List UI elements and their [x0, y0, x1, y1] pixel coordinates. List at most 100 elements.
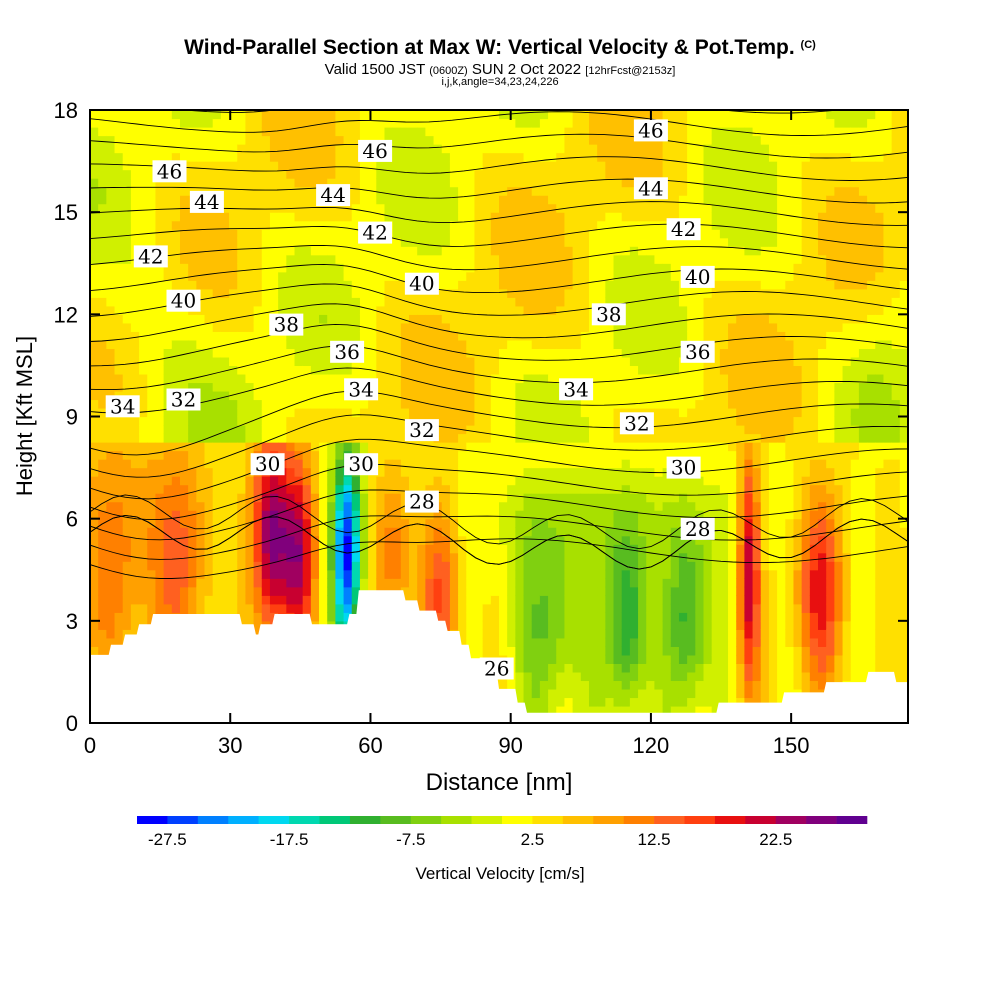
velocity-cell: [597, 399, 606, 409]
velocity-cell: [278, 510, 287, 520]
velocity-cell: [613, 459, 623, 469]
velocity-cell: [515, 569, 525, 579]
velocity-cell: [400, 212, 410, 222]
velocity-cell: [572, 595, 582, 605]
velocity-cell: [548, 297, 557, 307]
velocity-cell: [449, 612, 459, 622]
velocity-cell: [588, 195, 598, 205]
velocity-cell: [278, 535, 287, 545]
velocity-cell: [343, 118, 353, 128]
velocity-cell: [580, 195, 590, 205]
velocity-cell: [523, 705, 533, 716]
velocity-cell: [319, 280, 328, 290]
velocity-cell: [425, 407, 435, 418]
velocity-cell: [474, 271, 484, 281]
velocity-cell: [523, 263, 533, 273]
velocity-cell: [466, 527, 476, 537]
velocity-cell: [417, 314, 426, 324]
velocity-cell: [179, 501, 189, 511]
velocity-cell: [384, 322, 394, 332]
velocity-cell: [605, 169, 615, 179]
velocity-cell: [98, 110, 107, 120]
velocity-cell: [229, 390, 238, 401]
velocity-cell: [490, 186, 500, 196]
velocity-cell: [351, 135, 361, 145]
velocity-cell: [294, 373, 304, 384]
velocity-cell: [490, 348, 500, 358]
velocity-cell: [523, 118, 533, 128]
velocity-cell: [605, 246, 615, 256]
velocity-cell: [638, 535, 647, 545]
velocity-cell: [548, 586, 557, 596]
velocity-cell: [310, 442, 320, 452]
velocity-cell: [400, 110, 410, 120]
velocity-cell: [597, 663, 606, 673]
velocity-cell: [515, 169, 525, 179]
velocity-cell: [597, 450, 606, 460]
velocity-cell: [531, 586, 541, 596]
velocity-cell: [490, 288, 500, 298]
velocity-cell: [548, 501, 557, 511]
velocity-cell: [376, 169, 386, 179]
velocity-cell: [376, 433, 386, 443]
velocity-cell: [229, 280, 238, 290]
velocity-cell: [441, 552, 451, 562]
velocity-cell: [490, 569, 500, 579]
velocity-cell: [196, 246, 206, 256]
velocity-cell: [449, 322, 459, 332]
velocity-cell: [286, 382, 296, 392]
velocity-cell: [179, 212, 189, 222]
velocity-cell: [368, 484, 377, 494]
velocity-cell: [245, 203, 255, 213]
velocity-cell: [499, 288, 508, 298]
velocity-cell: [98, 280, 107, 290]
velocity-cell: [212, 373, 222, 384]
velocity-cell: [474, 229, 484, 239]
velocity-cell: [417, 331, 426, 341]
velocity-cell: [564, 535, 574, 545]
velocity-cell: [531, 654, 541, 664]
velocity-cell: [621, 186, 631, 196]
velocity-cell: [286, 246, 296, 256]
velocity-cell: [269, 169, 279, 179]
velocity-cell: [482, 629, 492, 639]
velocity-cell: [106, 373, 116, 384]
velocity-cell: [646, 595, 656, 605]
velocity-cell: [286, 288, 296, 298]
velocity-cell: [490, 373, 500, 384]
velocity-cell: [523, 135, 533, 145]
velocity-cell: [580, 331, 590, 341]
velocity-cell: [588, 697, 598, 707]
velocity-cell: [319, 127, 328, 137]
velocity-cell: [310, 425, 320, 435]
velocity-cell: [441, 603, 451, 613]
velocity-cell: [343, 237, 353, 247]
velocity-cell: [392, 169, 402, 179]
velocity-cell: [122, 561, 132, 571]
velocity-cell: [638, 144, 647, 154]
velocity-cell: [458, 118, 467, 128]
velocity-cell: [294, 271, 304, 281]
velocity-cell: [212, 178, 222, 188]
velocity-cell: [466, 127, 476, 137]
velocity-cell: [556, 510, 566, 520]
velocity-cell: [572, 663, 582, 673]
velocity-cell: [98, 382, 107, 392]
velocity-cell: [253, 263, 263, 273]
velocity-cell: [425, 459, 435, 469]
velocity-cell: [294, 212, 304, 222]
velocity-cell: [548, 348, 557, 358]
velocity-cell: [588, 263, 598, 273]
velocity-cell: [466, 646, 476, 656]
velocity-cell: [425, 305, 435, 315]
velocity-cell: [237, 237, 247, 247]
velocity-cell: [466, 280, 476, 290]
velocity-cell: [400, 144, 410, 154]
velocity-cell: [482, 178, 492, 188]
velocity-cell: [212, 229, 222, 239]
velocity-cell: [621, 271, 631, 281]
velocity-cell: [278, 161, 287, 171]
velocity-cell: [204, 459, 214, 469]
velocity-cell: [269, 297, 279, 307]
velocity-cell: [237, 416, 247, 426]
